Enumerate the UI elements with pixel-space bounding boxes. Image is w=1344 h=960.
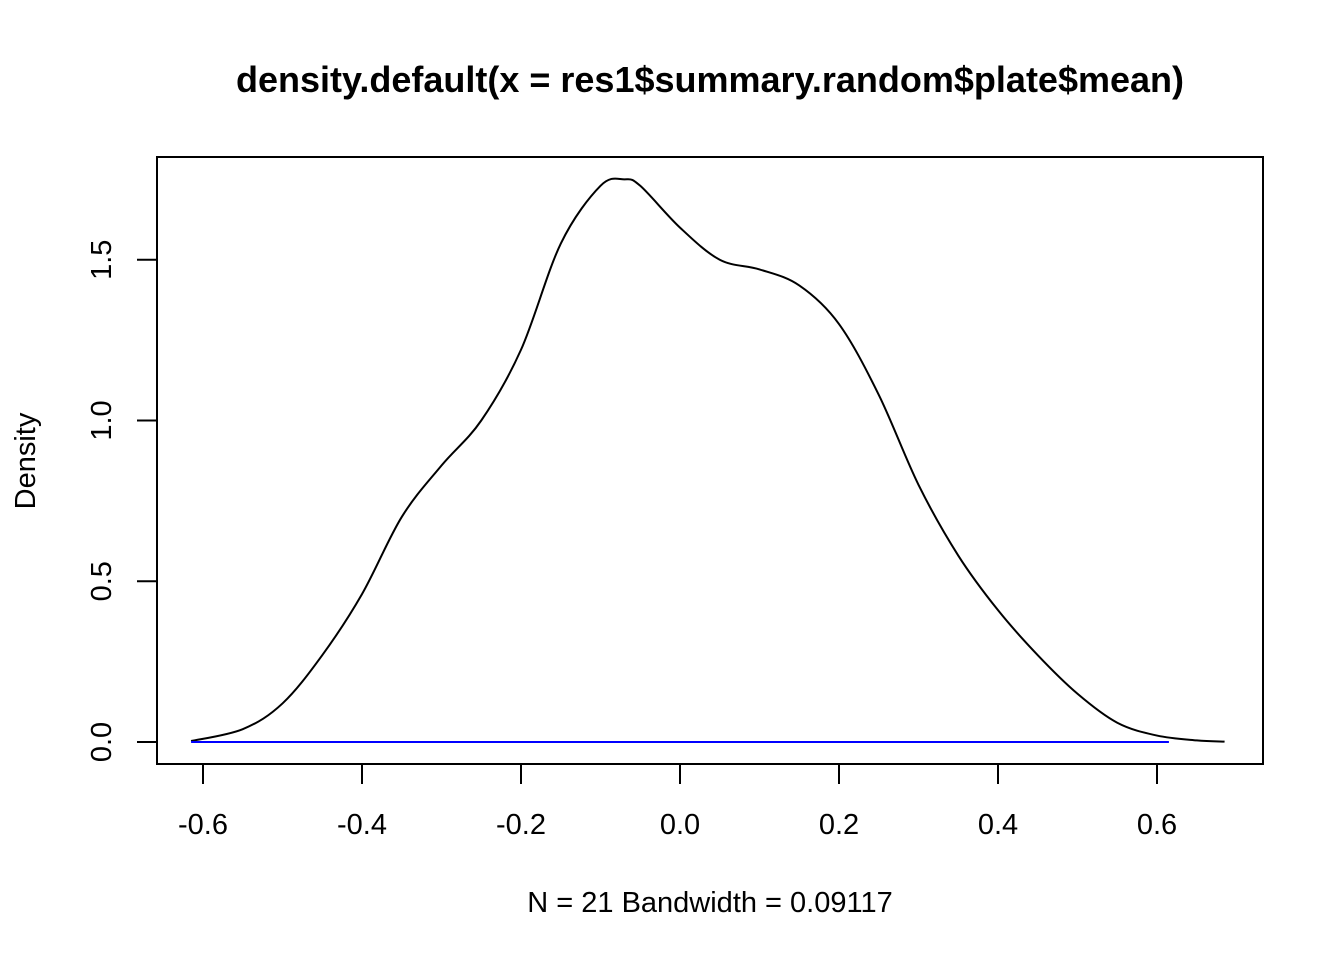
y-axis-label: Density: [10, 412, 42, 509]
x-tick-label: 0.2: [819, 809, 859, 841]
density-curve: [190, 177, 1225, 743]
x-tick-label: 0.0: [660, 809, 700, 841]
plot-frame: [156, 156, 1264, 765]
y-tick-label: 0.0: [86, 722, 118, 762]
y-tick-label: 1.0: [86, 400, 118, 440]
x-tick-label: -0.2: [496, 809, 546, 841]
x-tick-label: -0.4: [337, 809, 387, 841]
x-tick-label: 0.4: [978, 809, 1018, 841]
x-axis: -0.6 -0.4 -0.2 0.0 0.2 0.4 0.6: [178, 763, 1177, 841]
x-tick-label: -0.6: [178, 809, 228, 841]
x-tick-label: 0.6: [1137, 809, 1177, 841]
chart-title: density.default(x = res1$summary.random$…: [236, 59, 1184, 100]
y-tick-label: 0.5: [86, 561, 118, 601]
x-axis-label: N = 21 Bandwidth = 0.09117: [527, 887, 892, 919]
y-axis: 0.0 0.5 1.0 1.5: [86, 240, 158, 762]
series-layer: [190, 177, 1225, 743]
y-tick-label: 1.5: [86, 240, 118, 280]
